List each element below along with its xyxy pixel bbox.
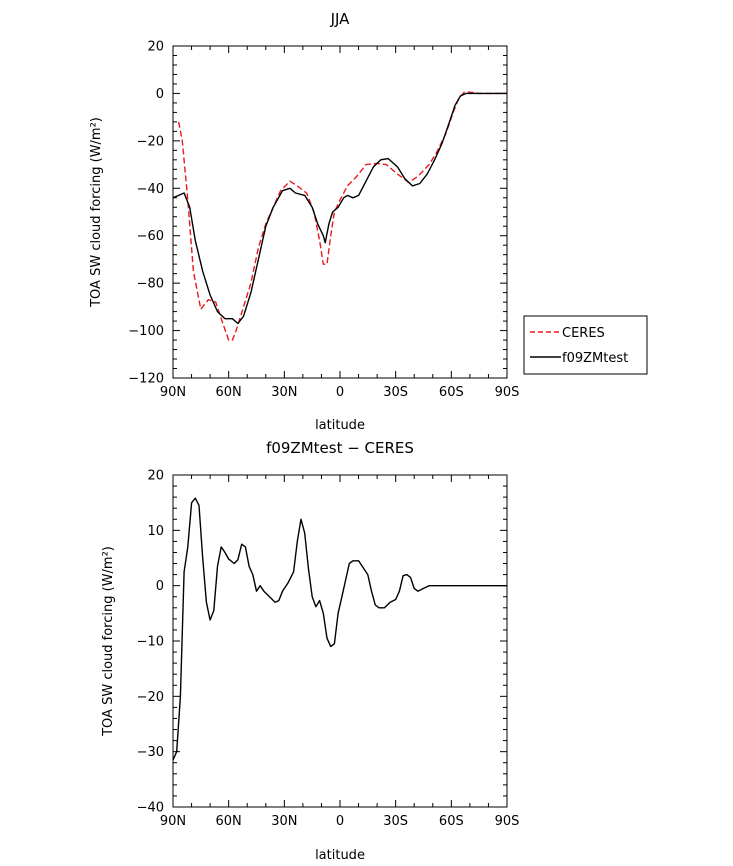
y-tick-label: −120 xyxy=(128,372,164,387)
y-tick-label: −30 xyxy=(137,745,164,760)
x-axis-label: latitude xyxy=(315,848,365,863)
tick-marks xyxy=(172,474,508,808)
tick-marks xyxy=(172,45,508,379)
y-tick-label: −20 xyxy=(137,134,164,149)
chart-title: JJA xyxy=(330,10,351,28)
legend-label-ceres: CERES xyxy=(562,326,605,341)
x-tick-label: 90S xyxy=(495,814,520,829)
series-lines xyxy=(172,497,507,761)
y-tick-label: 20 xyxy=(147,40,164,55)
series-line-f09zmtest xyxy=(172,92,507,325)
y-tick-label: −40 xyxy=(137,182,164,197)
y-tick-label: −40 xyxy=(137,801,164,816)
y-tick-label: −60 xyxy=(137,229,164,244)
x-axis-label: latitude xyxy=(315,418,365,433)
difference-panel: f09ZMtest − CERES latitude TOA SW cloud … xyxy=(101,439,519,863)
x-tick-label: 30S xyxy=(383,385,408,400)
x-tick-label: 60N xyxy=(216,814,242,829)
legend: CERES f09ZMtest xyxy=(523,315,648,375)
x-tick-label: 60S xyxy=(439,385,464,400)
plot-frame xyxy=(172,45,508,379)
x-tick-label: 30S xyxy=(383,814,408,829)
x-tick-label: 90N xyxy=(160,385,186,400)
x-tick-label: 0 xyxy=(336,385,344,400)
series-line-difference xyxy=(172,497,507,761)
tick-labels: 90N 60N 30N 0 30S 60S 90S −120 −100 −80 −60 −40 −20 0… xyxy=(128,40,519,401)
y-tick-label: 10 xyxy=(147,524,164,539)
x-tick-label: 30N xyxy=(271,385,297,400)
y-tick-label: 0 xyxy=(156,579,164,594)
x-tick-label: 90N xyxy=(160,814,186,829)
y-tick-label: −10 xyxy=(137,635,164,650)
y-tick-label: −20 xyxy=(137,690,164,705)
tick-labels: 90N 60N 30N 0 30S 60S 90S −40 −30 −20 −10 0 10 20 xyxy=(137,469,520,830)
x-tick-label: 60N xyxy=(216,385,242,400)
series-line-ceres xyxy=(177,91,507,341)
x-tick-label: 30N xyxy=(271,814,297,829)
y-tick-label: 0 xyxy=(156,87,164,102)
legend-label-f09zmtest: f09ZMtest xyxy=(562,351,628,366)
y-tick-label: −100 xyxy=(128,324,164,339)
y-tick-label: 20 xyxy=(147,469,164,484)
x-tick-label: 90S xyxy=(495,385,520,400)
y-axis-label: TOA SW cloud forcing (W/m²) xyxy=(89,117,104,308)
legend-box xyxy=(523,315,648,375)
chart-title: f09ZMtest − CERES xyxy=(266,439,414,457)
x-tick-label: 0 xyxy=(336,814,344,829)
y-tick-label: −80 xyxy=(137,277,164,292)
jja-panel: JJA latitude TOA SW cloud forcing (W/m²)… xyxy=(89,10,648,433)
y-axis-label: TOA SW cloud forcing (W/m²) xyxy=(101,546,116,737)
series-lines xyxy=(172,91,507,341)
plot-frame xyxy=(172,474,508,808)
x-tick-label: 60S xyxy=(439,814,464,829)
